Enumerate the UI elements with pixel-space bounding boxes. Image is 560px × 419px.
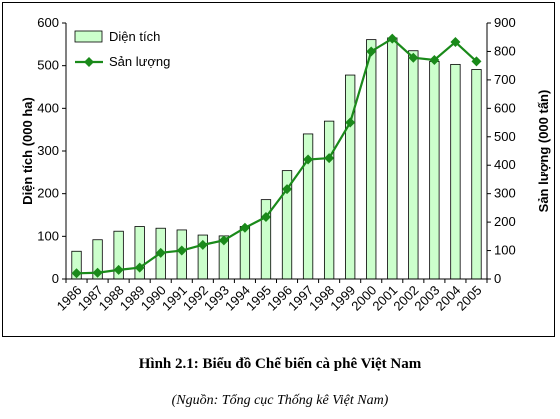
y-right-tick-label: 0 (494, 271, 501, 286)
marker-1997 (303, 154, 314, 165)
y-right-tick-label: 200 (494, 214, 516, 229)
marker-2003 (429, 54, 440, 65)
y-right-tick-label: 500 (494, 129, 516, 144)
y-right-tick-label: 600 (494, 100, 516, 115)
marker-2000 (366, 46, 377, 57)
y-axis-left-title: Diện tích (000 ha) (20, 97, 35, 205)
y-left-tick-label: 200 (37, 186, 59, 201)
marker-1987 (92, 267, 103, 278)
marker-1989 (134, 262, 145, 273)
bar-2003 (429, 61, 440, 280)
bar-2002 (408, 50, 419, 280)
bar-2004 (450, 63, 461, 280)
marker-2005 (471, 56, 482, 67)
marker-1996 (282, 184, 293, 195)
marker-1991 (176, 245, 187, 256)
marker-2004 (450, 37, 461, 48)
y-axis-right-title: Sản lượng (000 tấn) (536, 90, 551, 213)
line-san-luong (76, 37, 478, 275)
marker-1992 (197, 239, 208, 250)
marker-1986 (71, 268, 82, 279)
figure-source: (Nguồn: Tổng cục Thống kê Việt Nam) (171, 393, 389, 408)
y-right-tick-label: 900 (494, 15, 516, 30)
marker-1999 (345, 117, 356, 128)
y-right-tick-label: 100 (494, 243, 516, 258)
marker-1993 (218, 235, 229, 246)
bar-1999 (345, 74, 356, 280)
x-tick-label: 2005 (454, 283, 485, 314)
bar-2001 (387, 37, 398, 280)
y-right-tick-label: 400 (494, 157, 516, 172)
y-right-tick-label: 300 (494, 186, 516, 201)
marker-1998 (324, 153, 335, 164)
y-left-tick-label: 100 (37, 228, 59, 243)
legend-label-san-luong: Sản lượng (109, 54, 170, 69)
marker-2001 (387, 33, 398, 44)
y-left-tick-label: 400 (37, 100, 59, 115)
y-right-tick-label: 700 (494, 72, 516, 87)
y-left-tick-label: 0 (52, 271, 59, 286)
bar-1998 (323, 120, 335, 280)
marker-1994 (239, 222, 250, 233)
chart-frame (2, 2, 555, 337)
y-left-tick-label: 600 (37, 15, 59, 30)
y-right-tick-label: 800 (494, 43, 516, 58)
marker-1990 (155, 247, 166, 258)
marker-2002 (408, 52, 419, 63)
y-left-tick-label: 300 (37, 143, 59, 158)
bar-2005 (471, 69, 482, 280)
marker-1988 (113, 264, 124, 275)
marker-1995 (260, 211, 271, 222)
bar-1994 (239, 226, 251, 280)
legend-label-dien-tich: Diện tích (109, 29, 160, 44)
legend-bar-swatch (74, 30, 103, 43)
legend-marker (84, 57, 94, 67)
figure-caption: Hình 2.1: Biểu đồ Chế biến cà phê Việt N… (138, 356, 422, 372)
y-left-tick-label: 500 (37, 58, 59, 73)
combo-chart: 0 100 200 300 400 500 600 0 100 200 300 400 500 600 70… (20, 15, 551, 314)
bar-2000 (366, 39, 377, 280)
